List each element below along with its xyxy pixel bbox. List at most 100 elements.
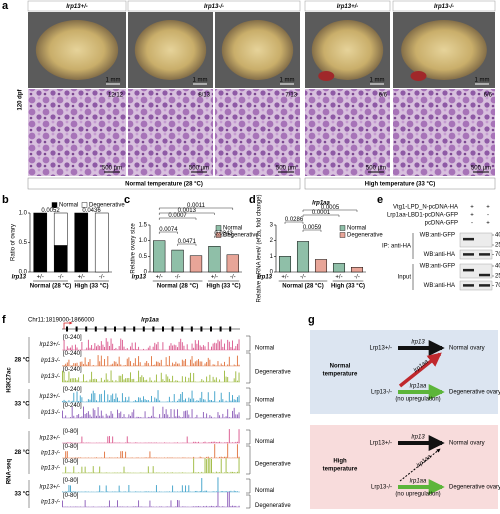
signal (66, 451, 68, 458)
signal (107, 356, 109, 366)
signal (128, 396, 130, 402)
signal (89, 347, 91, 350)
signal (91, 416, 93, 418)
legend-swatch (81, 202, 88, 208)
signal (118, 442, 120, 443)
signal (149, 451, 151, 458)
signal (168, 355, 170, 366)
signal (199, 361, 201, 366)
signal (155, 485, 157, 492)
chart-title: lrp1aa (312, 201, 330, 207)
track-genotype: lrp13-/- (41, 410, 60, 416)
signal (183, 506, 185, 507)
signal (165, 374, 167, 382)
signal (112, 413, 114, 418)
signal (219, 506, 221, 507)
signal (121, 393, 123, 402)
genotype: Lrp13+/- (369, 346, 392, 352)
histology (215, 89, 300, 176)
signal (202, 380, 204, 382)
signal (233, 472, 235, 473)
p-value: 0.0013 (178, 208, 197, 214)
signal (238, 456, 240, 458)
signal (133, 409, 135, 418)
signal (104, 379, 106, 382)
signal (193, 363, 195, 366)
p-value: 0.0005 (321, 205, 340, 211)
signal (113, 506, 115, 507)
group-name: High (33 °C) (207, 284, 241, 290)
bar (296, 241, 310, 273)
signal (228, 417, 230, 418)
scale-label: 1 mm (280, 78, 295, 84)
signal (227, 339, 229, 350)
signal (104, 451, 106, 458)
signal (68, 400, 70, 402)
bar (226, 254, 239, 273)
signal (219, 415, 221, 418)
scenario-box (310, 425, 498, 509)
signal (199, 506, 201, 507)
panel-label: d (249, 194, 256, 206)
signal (133, 506, 135, 507)
signal (160, 359, 162, 366)
signal (224, 472, 225, 473)
group-name: High (33 °C) (331, 284, 365, 290)
signal (177, 409, 178, 418)
signal (178, 500, 180, 507)
signal (202, 506, 204, 507)
signal (230, 471, 232, 473)
signal (78, 472, 80, 473)
gene-label: lrp1aa (410, 384, 427, 390)
exon (219, 326, 222, 332)
signal (193, 398, 195, 402)
signal (167, 414, 169, 418)
genotype-header: lrp13+/- (337, 4, 359, 10)
signal (139, 417, 141, 418)
signal (217, 412, 219, 418)
signal (194, 417, 196, 418)
x-tick-label: -/- (175, 275, 181, 281)
legend-label: Normal (347, 226, 366, 232)
signal (206, 459, 208, 473)
signal (219, 472, 221, 473)
signal (211, 457, 212, 458)
signal (105, 472, 107, 473)
signal (175, 361, 177, 366)
track-genotype: lrp13-/- (41, 465, 60, 471)
signal (198, 400, 199, 402)
signal (157, 341, 159, 350)
group-label: lrp13 (258, 275, 273, 281)
signal (206, 376, 208, 382)
x-tick-label: -/- (300, 275, 306, 281)
x-tick-label: +/- (37, 275, 44, 281)
signal (152, 364, 154, 366)
bracket (159, 217, 197, 220)
signal (128, 377, 130, 382)
signal (178, 341, 180, 350)
legend-swatch (51, 202, 58, 208)
signal (149, 500, 151, 507)
track-genotype: lrp13+/- (39, 342, 60, 348)
bar (94, 212, 109, 273)
signal (238, 364, 240, 366)
signal (236, 441, 238, 443)
signal (165, 357, 167, 366)
signal (191, 343, 193, 350)
band (479, 284, 490, 287)
signal (146, 457, 148, 458)
signal (102, 344, 104, 350)
signal (175, 506, 177, 507)
signal (180, 394, 182, 402)
track-genotype: lrp13-/- (41, 450, 60, 456)
signal (141, 375, 143, 382)
signal (94, 378, 96, 382)
bracket (302, 209, 358, 212)
signal (207, 458, 209, 473)
signal (225, 442, 227, 443)
signal (181, 472, 183, 473)
genotype: Lrp13+/- (369, 441, 392, 447)
signal (73, 363, 75, 366)
state-label: Degenerative (255, 414, 291, 420)
signal (232, 505, 233, 507)
